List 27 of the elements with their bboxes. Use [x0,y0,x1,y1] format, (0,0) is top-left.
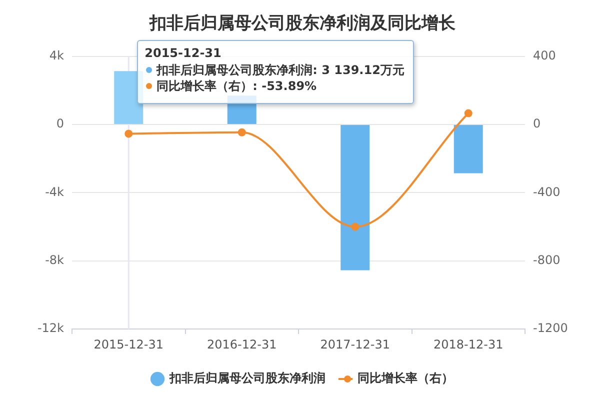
point [464,109,472,118]
y-tick-label: -12k [37,321,64,336]
y-tick-label: 4k [49,48,64,63]
y2-tick-label: -1200 [533,321,568,336]
y2-tick-label: 400 [533,48,556,63]
point [238,128,246,136]
point [351,222,360,231]
legend-label: 扣非后归属母公司股东净利润 [168,371,326,386]
annotation: 2015-12-31 [144,46,222,60]
x-tick-label: 2017-12-31 [320,337,390,352]
annotation: 扣非后归属母公司股东净利润: 3 139.12万元 [156,62,404,77]
x-tick-label: 2018-12-31 [434,337,504,352]
x-tick-label: 2016-12-31 [207,337,277,352]
bar [340,125,370,270]
x-tick-label: 2015-12-31 [94,337,164,352]
bar [454,125,483,174]
annotation: 同比增长率（右）: -53.89% [156,79,317,94]
y2-tick-label: -400 [533,184,560,199]
tooltip-panel: 2015-12-31 扣非后归属母公司股东净利润: 3 139.12万元 同比增长率（右）: -53.89% [136,40,414,104]
y2-tick-label: 0 [533,116,541,131]
chart-title: 扣非后归属母公司股东净利润及同比增长 [148,14,456,34]
point [124,130,133,138]
y-tick-label: -4k [45,184,64,199]
y-tick-label: -8k [45,252,64,267]
y-tick-label: 0 [56,116,64,131]
y2-tick-label: -800 [533,252,560,267]
legend-label: 同比增长率（右） [358,371,454,386]
